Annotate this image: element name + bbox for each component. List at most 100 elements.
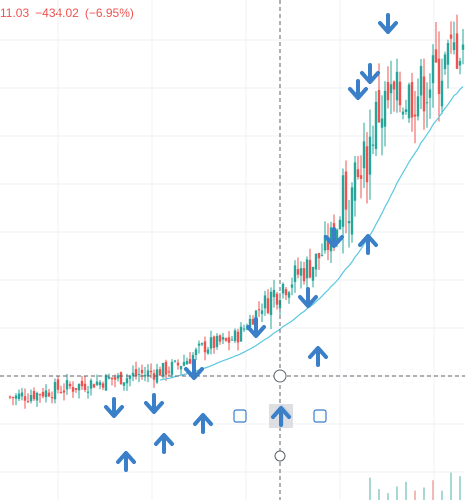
volume-bar: [369, 477, 371, 500]
candle-body: [194, 349, 198, 356]
candle-body: [296, 269, 300, 275]
buy-signal-arrow-icon[interactable]: [154, 433, 174, 454]
candle-body: [260, 310, 264, 314]
candle-body: [419, 65, 423, 96]
candle-body: [71, 387, 75, 392]
buy-signal-arrow-icon[interactable]: [358, 234, 378, 255]
candle-body: [314, 253, 318, 270]
candle-body: [353, 162, 357, 201]
candle-body: [68, 383, 72, 387]
sell-signal-arrow-icon[interactable]: [360, 63, 380, 84]
candle-body: [65, 380, 69, 390]
candle-body: [248, 318, 252, 328]
candle-body: [56, 379, 60, 390]
candle-body: [35, 392, 39, 401]
candle-body: [203, 341, 207, 353]
candle-body: [383, 90, 387, 127]
candle-body: [458, 61, 462, 66]
volume-bar: [432, 480, 434, 500]
candle-body: [41, 391, 45, 397]
candle-body: [134, 369, 138, 377]
candle-body: [416, 96, 420, 117]
candle-body: [275, 293, 279, 305]
candle-body: [173, 360, 177, 362]
sell-signal-arrow-icon[interactable]: [298, 287, 318, 308]
anchor-point-handle: [274, 450, 286, 462]
drawing-anchor-handle[interactable]: [313, 409, 327, 423]
crosshair-point-marker: [273, 369, 287, 383]
candle-body: [293, 265, 297, 282]
candle-body: [380, 118, 384, 128]
candle-body: [401, 111, 405, 115]
volume-bar: [450, 472, 452, 500]
candle-body: [158, 369, 162, 376]
candle-body: [452, 42, 456, 51]
sell-signal-arrow-icon[interactable]: [246, 317, 266, 338]
candle-body: [188, 359, 192, 364]
candle-body: [422, 76, 426, 112]
candle-body: [47, 392, 51, 397]
candle-body: [110, 377, 114, 380]
candle-body: [83, 383, 87, 390]
candle-body: [362, 141, 366, 169]
candle-body: [164, 361, 168, 375]
volume-bar: [423, 487, 425, 500]
candle-body: [125, 378, 129, 384]
candle-body: [230, 339, 234, 341]
candle-body: [236, 331, 240, 343]
candle-body: [98, 382, 102, 386]
candle-body: [128, 375, 132, 379]
candle-body: [443, 54, 447, 69]
sell-signal-arrow-icon[interactable]: [348, 79, 368, 100]
buy-signal-arrow-icon[interactable]: [193, 413, 213, 434]
candle-body: [233, 330, 237, 341]
candle-body: [53, 382, 57, 400]
candle-body: [311, 266, 315, 281]
candle-body: [287, 292, 291, 298]
candle-body: [251, 318, 255, 325]
candle-body: [290, 284, 294, 288]
candle-body: [95, 381, 99, 385]
buy-signal-arrow-icon[interactable]: [116, 451, 136, 472]
candle-body: [101, 383, 105, 388]
candle-body: [272, 289, 276, 298]
sell-signal-arrow-icon[interactable]: [324, 227, 344, 248]
buy-signal-arrow-icon[interactable]: [271, 406, 291, 427]
candle-body: [320, 254, 324, 256]
candle-body: [344, 171, 348, 210]
candle-body: [359, 175, 363, 179]
candle-body: [89, 380, 93, 389]
candle-body: [182, 362, 186, 366]
candle-body: [149, 370, 153, 373]
volume-bar: [405, 481, 407, 500]
sell-signal-arrow-icon[interactable]: [104, 397, 124, 418]
candle-body: [317, 253, 321, 259]
candle-body: [410, 82, 414, 118]
candle-body: [209, 337, 213, 349]
candle-body: [440, 80, 444, 107]
candle-body: [374, 101, 378, 150]
candle-body: [338, 219, 342, 230]
candle-body: [326, 236, 330, 251]
candle-body: [38, 394, 42, 396]
buy-signal-arrow-icon[interactable]: [308, 346, 328, 367]
candle-body: [386, 82, 390, 101]
candle-body: [356, 169, 360, 177]
candle-body: [86, 391, 90, 393]
candle-body: [176, 362, 180, 366]
sell-signal-arrow-icon[interactable]: [184, 359, 204, 380]
candle-body: [167, 371, 171, 373]
sell-signal-arrow-icon[interactable]: [144, 393, 164, 414]
candle-body: [269, 291, 273, 316]
candle-body: [299, 268, 303, 276]
candle-body: [113, 377, 117, 380]
volume-bar: [378, 488, 380, 500]
candle-body: [197, 343, 201, 346]
candle-body: [242, 328, 246, 330]
candle-body: [14, 395, 18, 399]
candle-body: [92, 384, 96, 388]
sell-signal-arrow-icon[interactable]: [378, 13, 398, 34]
drawing-anchor-handle[interactable]: [233, 409, 247, 423]
